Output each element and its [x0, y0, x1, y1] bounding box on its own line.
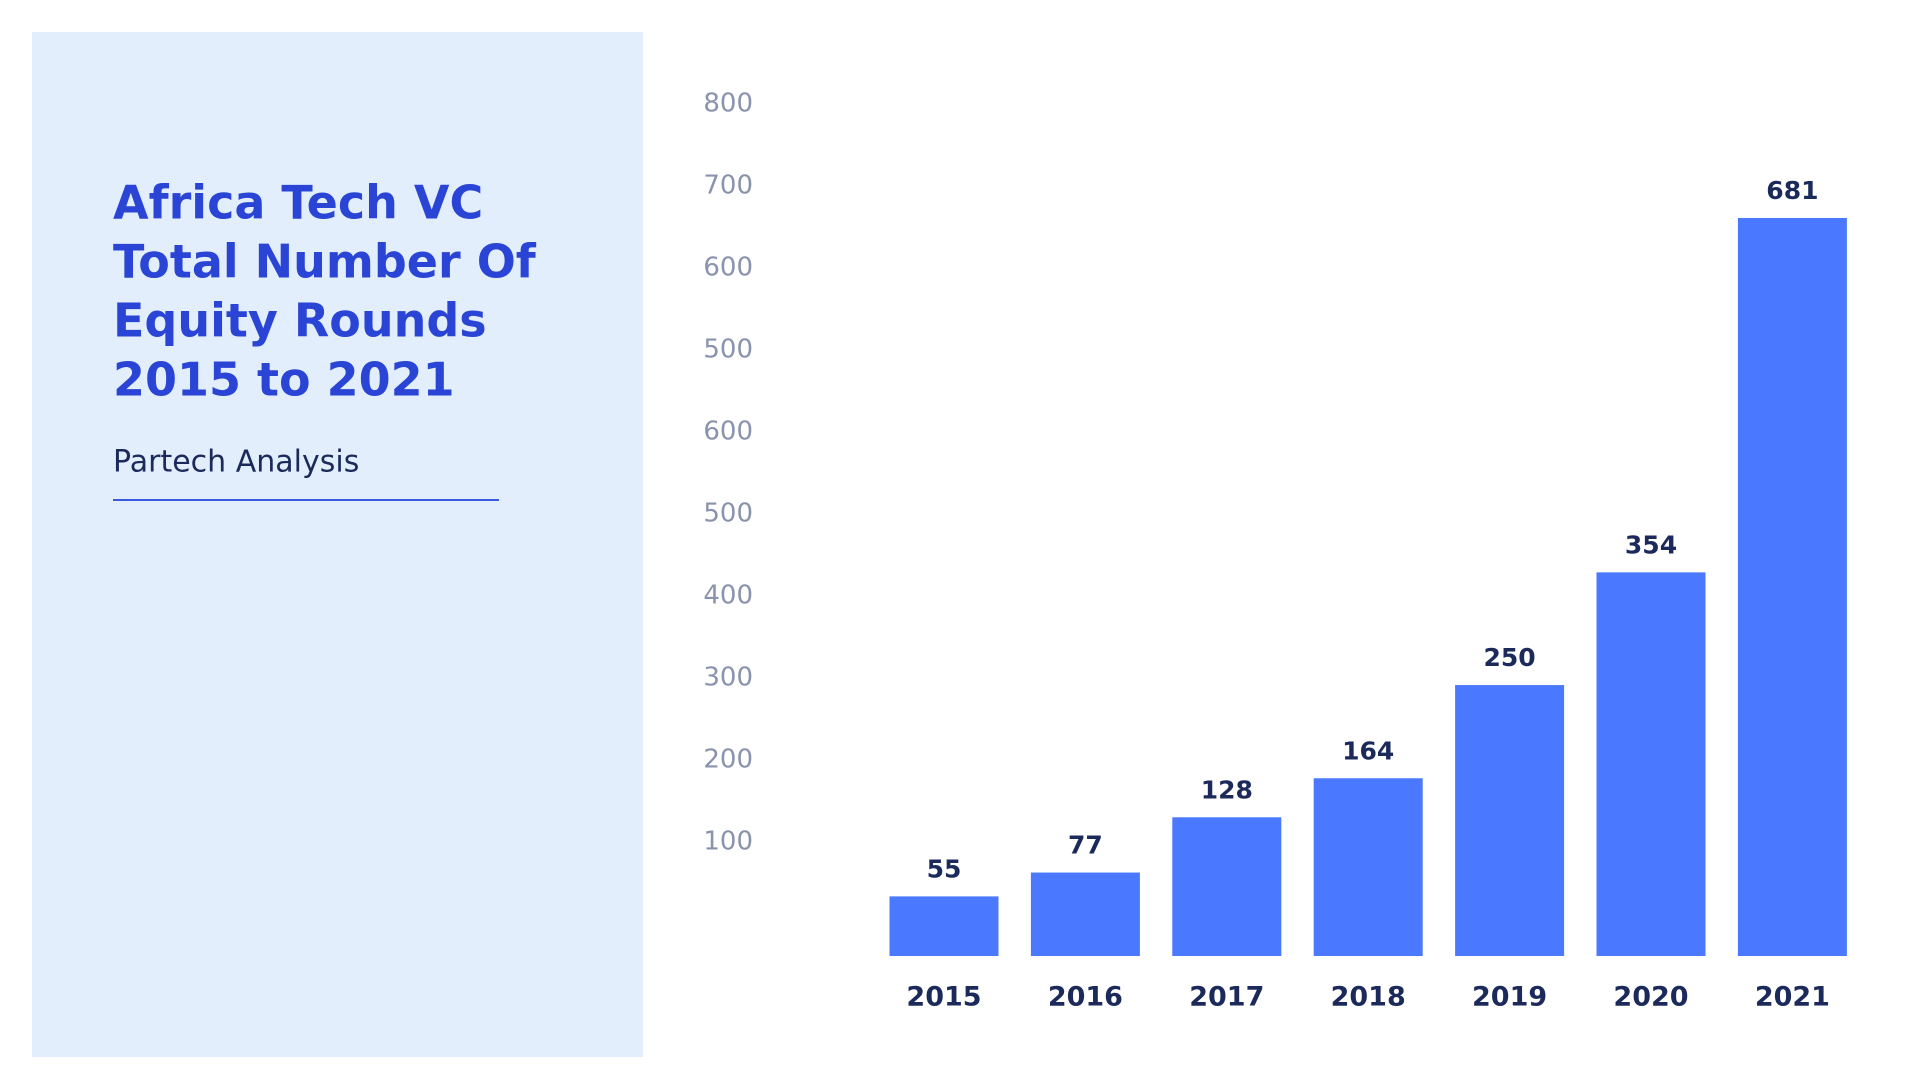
x-tick-label: 2020: [1613, 982, 1688, 1013]
x-tick-label: 2017: [1189, 982, 1264, 1013]
x-tick-label: 2016: [1048, 982, 1123, 1013]
title-line: Africa Tech VC: [113, 176, 483, 230]
title-line: Total Number Of: [113, 235, 537, 289]
y-axis-label: 300: [703, 663, 753, 693]
x-tick-label: 2015: [906, 982, 981, 1013]
value-label: 128: [1201, 775, 1253, 804]
bar: [1172, 817, 1282, 956]
x-tick-label: 2018: [1331, 982, 1406, 1013]
y-axis-label: 700: [703, 171, 753, 201]
y-axis-label: 400: [703, 581, 753, 611]
bar: [1313, 778, 1423, 956]
side-panel: [32, 32, 643, 1057]
subtitle: Partech Analysis: [113, 445, 359, 480]
y-axis-label: 500: [703, 335, 753, 365]
value-label: 77: [1068, 831, 1103, 860]
value-label: 354: [1625, 530, 1677, 559]
bar: [1596, 572, 1706, 956]
x-tick-label: 2019: [1472, 982, 1547, 1013]
y-axis-label: 200: [703, 745, 753, 775]
bar: [1737, 217, 1847, 956]
value-label: 164: [1342, 736, 1394, 765]
x-tick-label: 2021: [1755, 982, 1830, 1013]
title-line: Equity Rounds: [113, 294, 487, 348]
value-label: 55: [927, 854, 962, 883]
y-axis-label: 800: [703, 89, 753, 119]
bar: [1455, 685, 1565, 956]
value-label: 681: [1766, 176, 1818, 205]
y-axis-label: 600: [703, 253, 753, 283]
title-line: 2015 to 2021: [113, 353, 455, 407]
value-label: 250: [1484, 643, 1536, 672]
y-axis-label: 600: [703, 417, 753, 447]
bar: [1030, 872, 1140, 956]
y-axis-label: 100: [703, 827, 753, 857]
bar: [889, 896, 999, 956]
y-axis-label: 500: [703, 499, 753, 529]
